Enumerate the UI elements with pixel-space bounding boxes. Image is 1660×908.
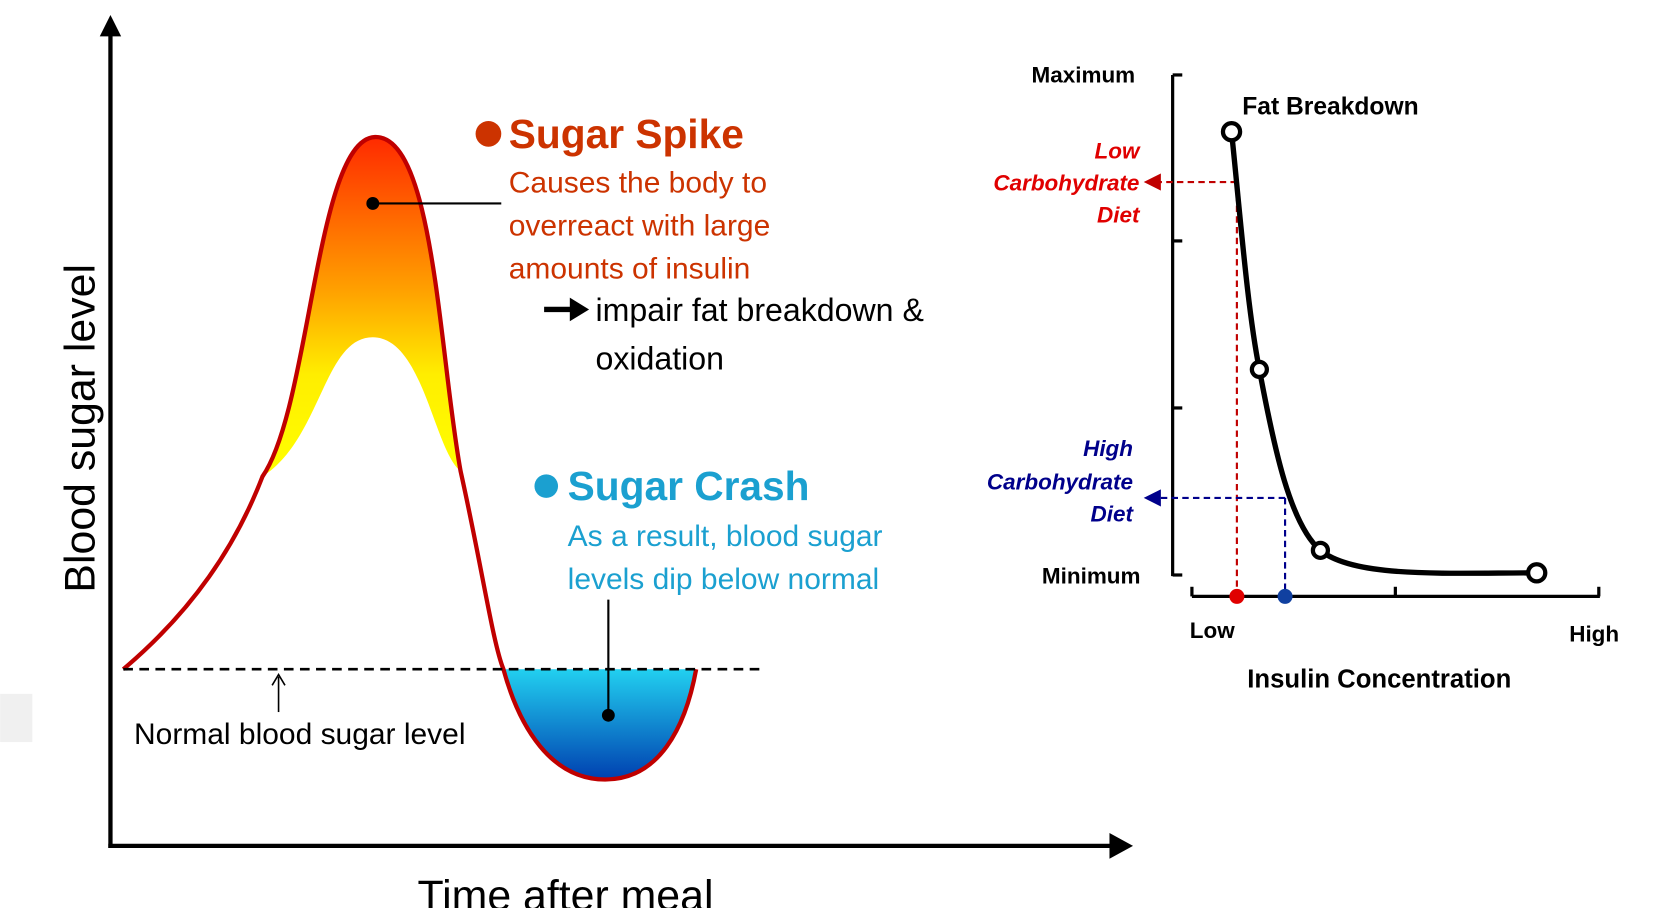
left-graph: Normal blood sugar level Blood sugar lev… xyxy=(56,14,1134,908)
spike-title: Sugar Spike xyxy=(509,111,744,157)
fat-breakdown-curve xyxy=(1228,131,1537,576)
spike-description: Causes the body to xyxy=(509,167,767,200)
right-graph: Maximum Minimum Fat Breakdown Low Carboh… xyxy=(987,62,1619,693)
curve-point xyxy=(1220,120,1243,143)
y-max-label: Maximum xyxy=(1032,62,1136,87)
crash-fill xyxy=(503,669,697,780)
spike-fill xyxy=(262,137,461,477)
y-arrow xyxy=(99,14,122,37)
crash-description: As a result, blood sugar xyxy=(568,520,883,553)
y-min-label: Minimum xyxy=(1042,564,1141,589)
spike-consequence: impair fat breakdown & xyxy=(596,292,924,328)
spike-description: overreact with large xyxy=(509,210,771,243)
spike-consequence: oxidation xyxy=(596,340,725,376)
curve-point xyxy=(1525,562,1548,584)
normal-label: Normal blood sugar level xyxy=(134,718,466,751)
curve-point xyxy=(1310,540,1331,561)
crash-title: Sugar Crash xyxy=(568,463,810,509)
high-carb-label: High xyxy=(1083,436,1133,461)
crash-bullet xyxy=(534,474,559,498)
spike-description: amounts of insulin xyxy=(509,252,751,285)
x-high-label: High xyxy=(1569,621,1619,646)
low-carb-dot xyxy=(1229,588,1245,604)
high-carb-dot xyxy=(1277,588,1293,604)
curve-label: Fat Breakdown xyxy=(1242,94,1418,121)
x-low-label: Low xyxy=(1190,618,1235,643)
high-carb-label: Carbohydrate xyxy=(987,469,1133,494)
normal-pointer-head xyxy=(271,673,286,686)
low-carb-label: Carbohydrate xyxy=(993,171,1139,196)
spike-bullet xyxy=(475,120,502,147)
high-carb-label: Diet xyxy=(1091,501,1135,526)
low-carb-label: Low xyxy=(1095,138,1141,163)
y-axis-label: Blood sugar level xyxy=(56,264,104,593)
side-tab xyxy=(0,693,33,743)
blood-sugar-curve xyxy=(121,134,699,782)
x-axis-label: Insulin Concentration xyxy=(1247,665,1511,693)
x-axis-label: Time after meal xyxy=(418,872,714,908)
crash-description: levels dip below normal xyxy=(568,563,879,596)
curve-point xyxy=(1249,359,1270,380)
low-carb-label: Diet xyxy=(1097,203,1141,228)
consequence-arrow-head xyxy=(569,297,590,322)
x-arrow xyxy=(1109,833,1134,859)
